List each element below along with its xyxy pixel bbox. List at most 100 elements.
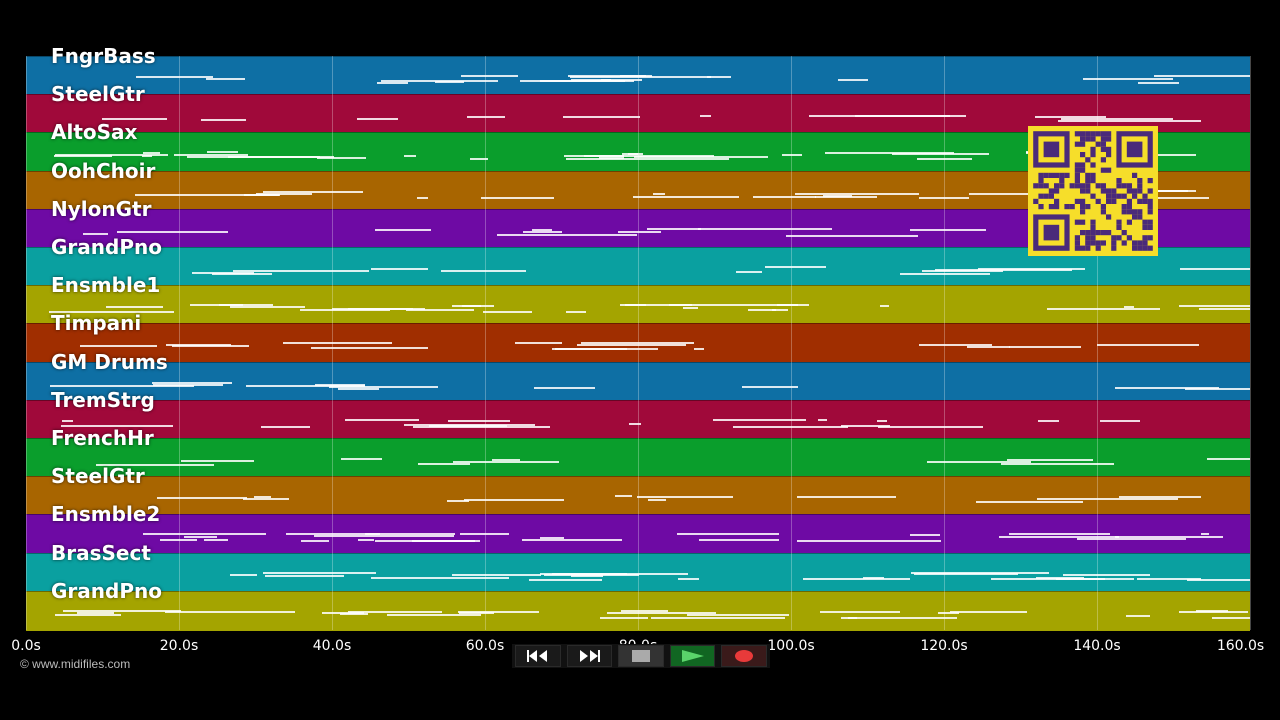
grid-line bbox=[1250, 56, 1251, 630]
note-mark bbox=[286, 533, 380, 536]
note-mark bbox=[999, 536, 1119, 539]
note-mark bbox=[877, 419, 887, 422]
track-lane bbox=[26, 56, 1250, 96]
note-mark bbox=[911, 571, 1049, 574]
note-mark bbox=[460, 533, 509, 536]
note-mark bbox=[577, 344, 686, 347]
note-mark bbox=[637, 496, 733, 499]
note-mark bbox=[586, 158, 729, 161]
note-mark bbox=[117, 230, 228, 233]
note-mark bbox=[300, 309, 390, 312]
note-mark bbox=[967, 346, 1010, 349]
rewind-button[interactable] bbox=[515, 645, 561, 667]
note-mark bbox=[184, 536, 217, 539]
track-label: NylonGtr bbox=[51, 196, 152, 221]
time-tick-label: 100.0s bbox=[767, 638, 815, 654]
note-mark bbox=[522, 539, 622, 542]
note-mark bbox=[653, 192, 665, 195]
note-mark bbox=[283, 342, 392, 345]
stop-button[interactable] bbox=[618, 645, 664, 667]
note-mark bbox=[892, 153, 989, 156]
note-mark bbox=[786, 234, 918, 237]
track-label: FngrBass bbox=[51, 44, 156, 68]
note-mark bbox=[1036, 576, 1084, 579]
note-mark bbox=[707, 76, 731, 78]
note-mark bbox=[1009, 346, 1081, 349]
note-mark bbox=[520, 80, 634, 82]
note-mark bbox=[523, 230, 562, 233]
note-mark bbox=[765, 266, 826, 268]
note-mark bbox=[629, 422, 641, 425]
note-mark bbox=[683, 307, 698, 310]
note-mark bbox=[492, 459, 520, 461]
note-mark bbox=[83, 232, 108, 235]
note-mark bbox=[497, 233, 637, 236]
note-mark bbox=[651, 616, 785, 619]
note-mark bbox=[254, 496, 271, 499]
track-label: BrasSect bbox=[51, 540, 151, 565]
note-mark bbox=[1097, 344, 1199, 347]
grid-line bbox=[332, 56, 333, 630]
note-mark bbox=[563, 116, 640, 119]
note-mark bbox=[1035, 116, 1106, 119]
note-mark bbox=[669, 304, 809, 307]
time-tick-label: 20.0s bbox=[159, 638, 199, 654]
note-mark bbox=[404, 155, 416, 158]
note-mark bbox=[633, 195, 739, 198]
note-mark bbox=[263, 190, 363, 193]
note-mark bbox=[713, 418, 806, 421]
note-mark bbox=[622, 153, 638, 156]
note-mark bbox=[621, 609, 668, 612]
note-mark bbox=[570, 76, 711, 78]
note-mark bbox=[699, 539, 779, 542]
note-mark bbox=[795, 192, 919, 195]
note-mark bbox=[1077, 538, 1186, 541]
note-mark bbox=[371, 576, 509, 579]
time-tick-label: 0.0s bbox=[11, 638, 41, 654]
note-mark bbox=[265, 574, 344, 577]
note-mark bbox=[1083, 78, 1173, 80]
note-mark bbox=[314, 535, 454, 538]
note-mark bbox=[515, 342, 562, 345]
note-mark bbox=[172, 345, 249, 348]
note-mark bbox=[207, 151, 238, 154]
note-mark bbox=[615, 495, 632, 498]
note-mark bbox=[1154, 75, 1250, 77]
note-mark bbox=[470, 158, 488, 161]
track-lane bbox=[26, 323, 1250, 364]
note-mark bbox=[1137, 577, 1201, 580]
fast-forward-button[interactable] bbox=[566, 645, 613, 667]
grid-line bbox=[638, 56, 639, 630]
track-label: GrandPno bbox=[51, 235, 162, 259]
time-tick-label: 40.0s bbox=[312, 638, 352, 654]
note-mark bbox=[825, 152, 954, 155]
note-mark bbox=[375, 228, 431, 231]
fast-forward-icon bbox=[580, 650, 601, 662]
record-button[interactable] bbox=[721, 645, 767, 667]
time-tick-label: 60.0s bbox=[465, 638, 505, 654]
note-mark bbox=[1180, 268, 1250, 270]
note-mark bbox=[340, 612, 368, 615]
note-mark bbox=[935, 269, 1072, 271]
track-label: Ensmble2 bbox=[51, 502, 161, 527]
note-mark bbox=[678, 577, 699, 580]
note-mark bbox=[855, 115, 966, 118]
track-lane bbox=[26, 552, 1250, 593]
note-mark bbox=[1179, 610, 1248, 613]
note-mark bbox=[461, 75, 518, 77]
play-button[interactable] bbox=[669, 645, 716, 667]
note-mark bbox=[820, 610, 900, 613]
note-mark bbox=[417, 196, 428, 199]
note-mark bbox=[1037, 498, 1178, 501]
note-mark bbox=[878, 425, 983, 428]
note-mark bbox=[50, 384, 194, 387]
track-lane bbox=[26, 514, 1250, 555]
note-mark bbox=[1100, 419, 1140, 422]
note-mark bbox=[1179, 305, 1250, 308]
note-mark bbox=[677, 533, 779, 536]
note-mark bbox=[1007, 459, 1093, 461]
note-mark bbox=[848, 616, 957, 619]
note-mark bbox=[143, 152, 160, 155]
record-icon bbox=[735, 650, 754, 662]
note-mark bbox=[345, 418, 419, 421]
